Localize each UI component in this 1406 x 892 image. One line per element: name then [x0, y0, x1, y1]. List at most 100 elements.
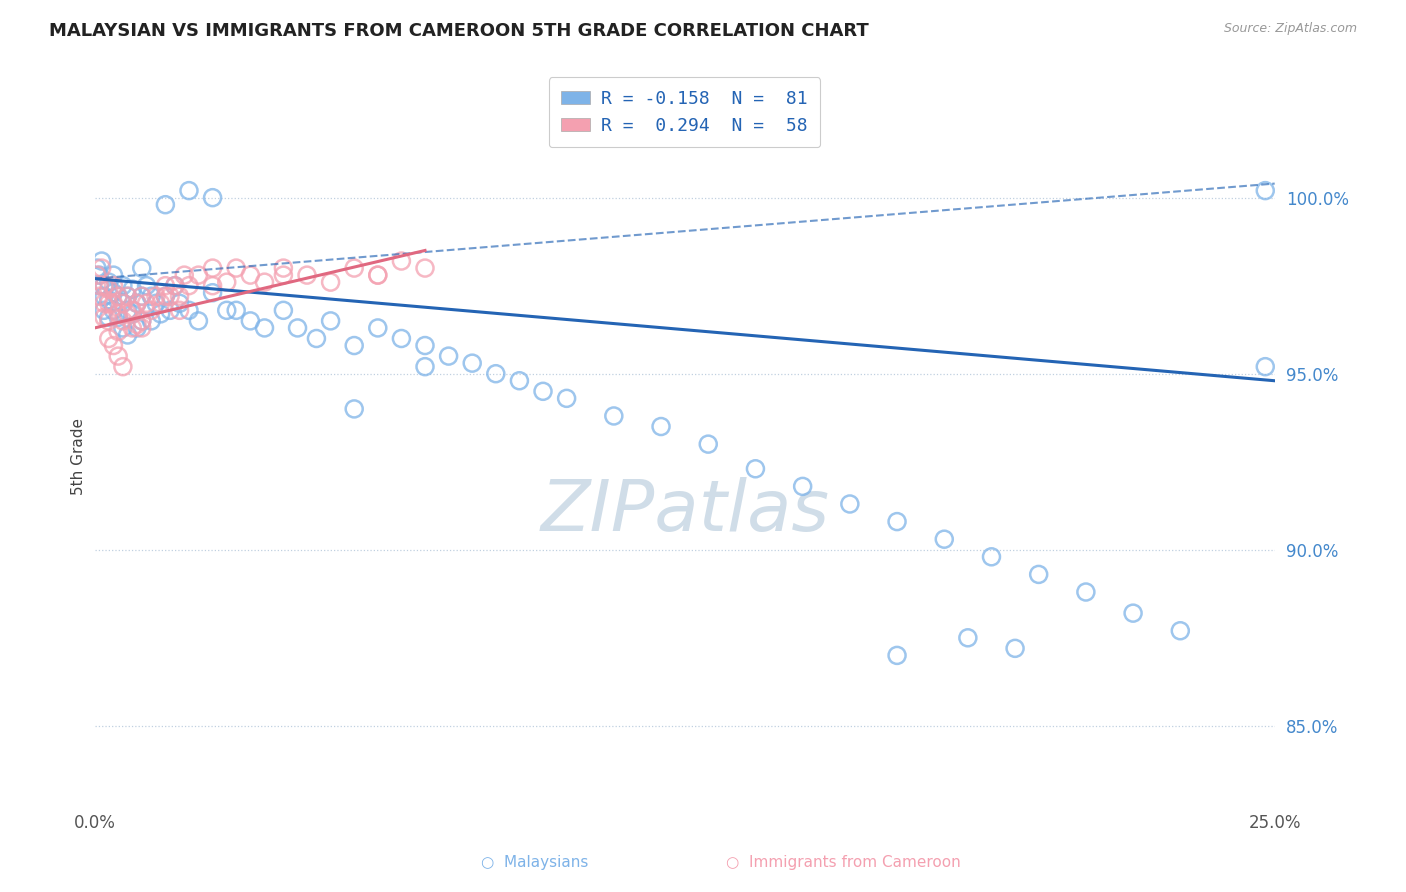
- Point: [117, 289, 139, 303]
- Point: [697, 437, 720, 451]
- Point: [531, 384, 554, 399]
- Point: [103, 278, 125, 293]
- Point: [343, 401, 366, 416]
- Point: [273, 261, 295, 276]
- Point: [117, 307, 139, 321]
- Point: [111, 321, 134, 335]
- Point: [1254, 359, 1277, 374]
- Point: [1254, 184, 1277, 198]
- Point: [89, 289, 111, 303]
- Point: [159, 303, 181, 318]
- Point: [187, 314, 209, 328]
- Point: [125, 318, 148, 332]
- Point: [413, 359, 436, 374]
- Point: [125, 296, 148, 310]
- Point: [90, 261, 112, 276]
- Point: [1122, 606, 1144, 620]
- Point: [155, 289, 177, 303]
- Point: [149, 307, 172, 321]
- Point: [163, 278, 186, 293]
- Point: [97, 296, 120, 310]
- Point: [173, 268, 195, 282]
- Point: [169, 289, 191, 303]
- Point: [89, 268, 111, 282]
- Point: [287, 321, 309, 335]
- Point: [934, 532, 956, 546]
- Point: [169, 296, 191, 310]
- Point: [367, 268, 389, 282]
- Point: [603, 409, 626, 423]
- Point: [201, 278, 224, 293]
- Point: [650, 419, 672, 434]
- Point: [131, 314, 153, 328]
- Point: [97, 282, 120, 296]
- Point: [413, 338, 436, 352]
- Point: [103, 303, 125, 318]
- Point: [1074, 585, 1097, 599]
- Point: [187, 268, 209, 282]
- Point: [107, 289, 129, 303]
- Point: [90, 254, 112, 268]
- Point: [215, 275, 238, 289]
- Point: [1028, 567, 1050, 582]
- Text: Source: ZipAtlas.com: Source: ZipAtlas.com: [1223, 22, 1357, 36]
- Point: [225, 303, 247, 318]
- Point: [93, 303, 115, 318]
- Point: [125, 321, 148, 335]
- Point: [253, 275, 276, 289]
- Point: [792, 479, 814, 493]
- Point: [201, 285, 224, 300]
- Point: [239, 314, 262, 328]
- Point: [389, 331, 412, 345]
- Point: [155, 289, 177, 303]
- Point: [389, 254, 412, 268]
- Point: [117, 303, 139, 318]
- Point: [141, 289, 163, 303]
- Point: [107, 349, 129, 363]
- Legend: R = -0.158  N =  81, R =  0.294  N =  58: R = -0.158 N = 81, R = 0.294 N = 58: [548, 77, 821, 147]
- Point: [177, 303, 200, 318]
- Text: MALAYSIAN VS IMMIGRANTS FROM CAMEROON 5TH GRADE CORRELATION CHART: MALAYSIAN VS IMMIGRANTS FROM CAMEROON 5T…: [49, 22, 869, 40]
- Point: [555, 392, 578, 406]
- Point: [125, 296, 148, 310]
- Point: [744, 462, 766, 476]
- Point: [131, 289, 153, 303]
- Point: [93, 289, 115, 303]
- Point: [121, 307, 143, 321]
- Point: [131, 321, 153, 335]
- Text: ZIPatlas: ZIPatlas: [540, 477, 830, 547]
- Point: [145, 289, 167, 303]
- Y-axis label: 5th Grade: 5th Grade: [72, 418, 86, 495]
- Point: [86, 261, 108, 276]
- Point: [1004, 641, 1026, 656]
- Point: [461, 356, 484, 370]
- Point: [305, 331, 328, 345]
- Point: [343, 338, 366, 352]
- Point: [93, 310, 115, 325]
- Point: [111, 314, 134, 328]
- Point: [86, 268, 108, 282]
- Point: [163, 278, 186, 293]
- Text: ○  Immigrants from Cameroon: ○ Immigrants from Cameroon: [727, 855, 960, 870]
- Point: [89, 278, 111, 293]
- Point: [201, 191, 224, 205]
- Point: [485, 367, 508, 381]
- Point: [117, 328, 139, 343]
- Point: [159, 289, 181, 303]
- Point: [93, 278, 115, 293]
- Point: [886, 515, 908, 529]
- Point: [89, 278, 111, 293]
- Point: [121, 321, 143, 335]
- Text: ○  Malaysians: ○ Malaysians: [481, 855, 588, 870]
- Point: [177, 184, 200, 198]
- Point: [111, 278, 134, 293]
- Point: [135, 278, 157, 293]
- Point: [177, 278, 200, 293]
- Point: [131, 289, 153, 303]
- Point: [141, 303, 163, 318]
- Point: [93, 278, 115, 293]
- Point: [886, 648, 908, 663]
- Point: [319, 275, 342, 289]
- Point: [135, 296, 157, 310]
- Point: [319, 314, 342, 328]
